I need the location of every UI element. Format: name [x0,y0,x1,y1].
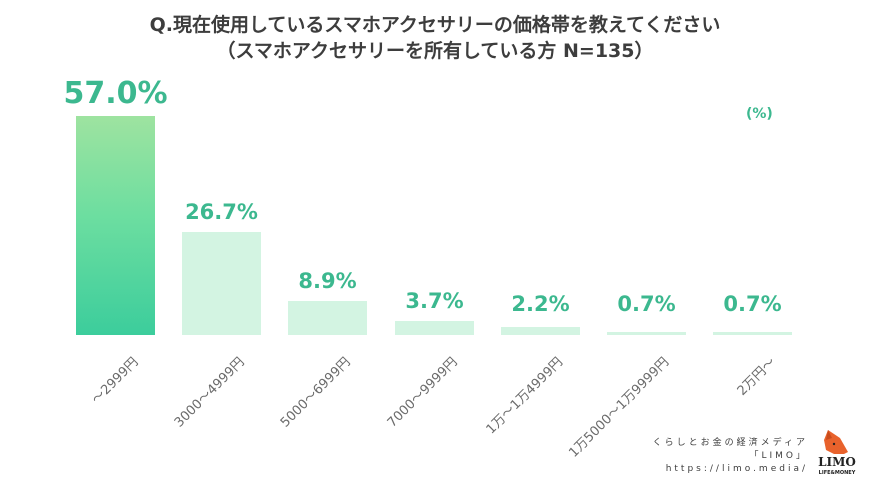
brand-credit: くらしとお金の経済メディア 「LIMO」 https://limo.media/ [653,437,808,476]
bar-value-label: 0.7% [723,292,782,316]
bar-value-label: 8.9% [298,269,357,293]
x-axis-label: ～2999円 [88,354,142,408]
bar-value-label: 3.7% [405,289,464,313]
brand-tagline: くらしとお金の経済メディア [652,438,808,448]
bar [395,321,474,335]
x-axis-label: 2万円～ [734,354,779,399]
brand-url: https://limo.media/ [665,464,808,474]
logo-text: LIMO [818,455,856,469]
chart-title: Q.現在使用しているスマホアクセサリーの価格帯を教えてください （スマホアクセサ… [0,12,870,64]
brand-name: 「LIMO」 [749,451,808,461]
bar [76,116,155,335]
x-axis-label: 1万～1万4999円 [483,354,566,438]
bar [501,327,580,335]
bar [288,301,367,335]
bar-value-label: 26.7% [185,200,258,224]
x-axis-label: 7000～9999円 [384,354,461,431]
bar [607,332,686,335]
bar [182,232,261,335]
x-axis-label: 5000～6999円 [277,354,354,431]
bar-value-label: 57.0% [63,76,168,111]
chart-title-line2: （スマホアクセサリーを所有している方 N=135） [216,40,654,62]
bar-value-label: 0.7% [617,292,676,316]
logo-subtext: LIFE&MONEY [818,470,856,476]
limo-fox-logo-icon [824,430,848,454]
chart-title-line1: Q.現在使用しているスマホアクセサリーの価格帯を教えてください [149,14,721,36]
bar [713,332,792,335]
unit-label: (%) [746,106,773,122]
x-axis-label: 3000～4999円 [171,354,248,431]
bar-value-label: 2.2% [511,292,570,316]
